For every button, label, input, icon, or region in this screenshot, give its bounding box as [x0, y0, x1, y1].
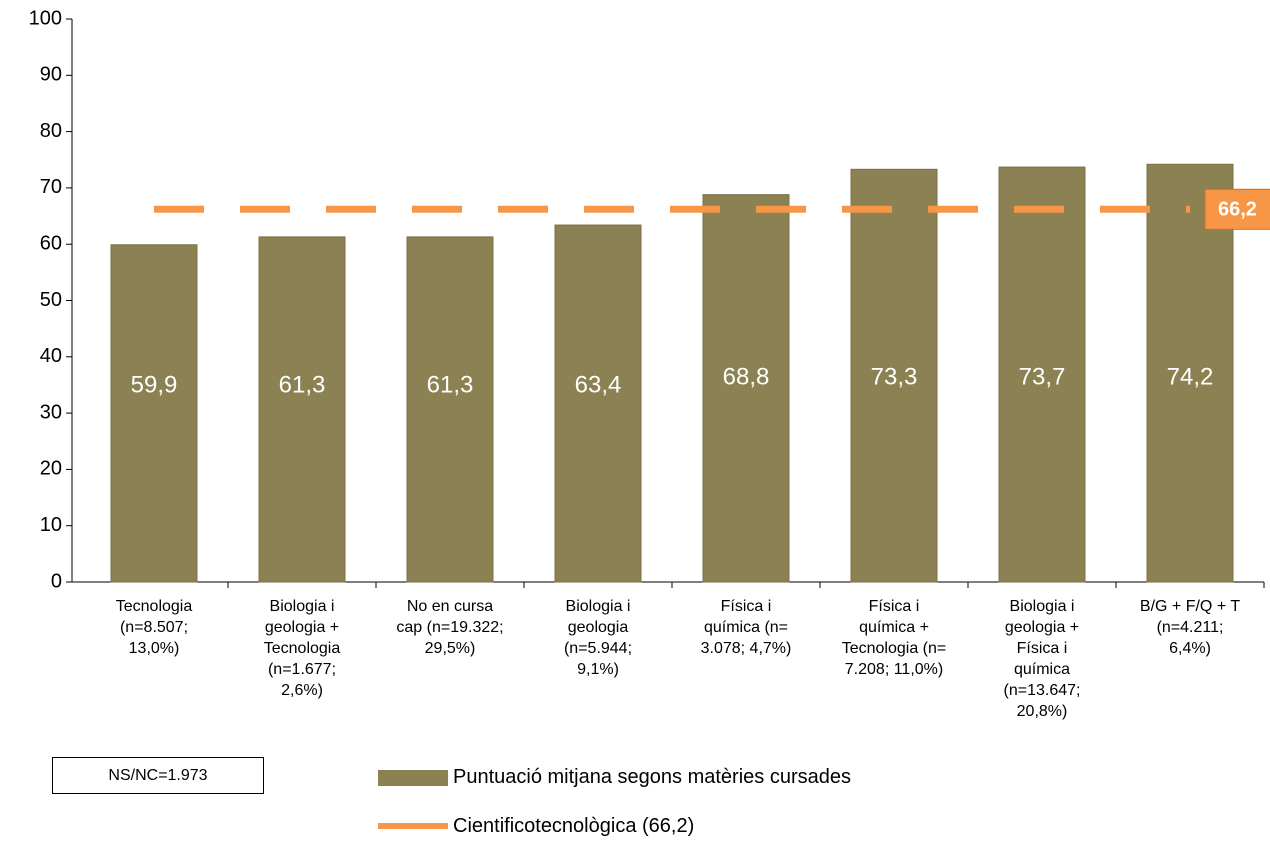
x-tick-label: Biologia i geologia + Física i química (… — [1003, 598, 1081, 720]
bar — [850, 168, 938, 583]
x-tick-label: B/G + F/Q + T (n=4.211; 6,4%) — [1139, 598, 1241, 657]
bar — [258, 236, 346, 583]
y-tick-label: 40 — [40, 345, 62, 367]
value-label: 59,9 — [131, 371, 178, 398]
value-label: 68,8 — [723, 363, 770, 390]
bar — [702, 194, 790, 583]
reference-label-box — [1204, 188, 1270, 230]
value-label: 61,3 — [427, 371, 474, 398]
y-tick-label: 90 — [40, 64, 62, 86]
value-label: 74,2 — [1167, 363, 1214, 390]
x-tick-label: Biologia i geologia + Tecnologia (n=1.67… — [263, 598, 341, 699]
x-tick-label: Tecnologia (n=8.507; 13,0%) — [115, 598, 193, 657]
legend-swatch — [378, 770, 448, 786]
reference-label: 66,2 — [1218, 199, 1257, 221]
bar — [554, 224, 642, 583]
bar — [110, 244, 198, 583]
y-tick-label: 30 — [40, 401, 62, 423]
bar — [406, 236, 494, 583]
y-tick-label: 50 — [40, 289, 62, 311]
y-tick-label: 100 — [29, 7, 62, 29]
y-tick-label: 80 — [40, 120, 62, 142]
x-tick-label: Física i química + Tecnologia (n= 7.208;… — [841, 598, 947, 678]
value-label: 61,3 — [279, 371, 326, 398]
value-label: 63,4 — [575, 371, 622, 398]
x-tick-label: Física i química (n= 3.078; 4,7%) — [700, 598, 792, 657]
y-tick-label: 60 — [40, 232, 62, 254]
annotation: NS/NC=1.973 — [52, 757, 264, 794]
y-tick-label: 10 — [40, 514, 62, 536]
y-tick-label: 70 — [40, 176, 62, 198]
x-tick-label: Biologia i geologia (n=5.944; 9,1%) — [563, 598, 633, 678]
y-tick-label: 0 — [51, 570, 62, 592]
legend-label: Puntuació mitjana segons matèries cursad… — [453, 766, 851, 788]
value-label: 73,3 — [871, 363, 918, 390]
y-tick-label: 20 — [40, 458, 62, 480]
value-label: 73,7 — [1019, 363, 1066, 390]
legend-label: Cientificotecnològica (66,2) — [453, 815, 695, 837]
x-tick-label: No en cursa cap (n=19.322; 29,5%) — [396, 598, 504, 657]
bar — [1146, 163, 1234, 583]
bar — [998, 166, 1086, 583]
